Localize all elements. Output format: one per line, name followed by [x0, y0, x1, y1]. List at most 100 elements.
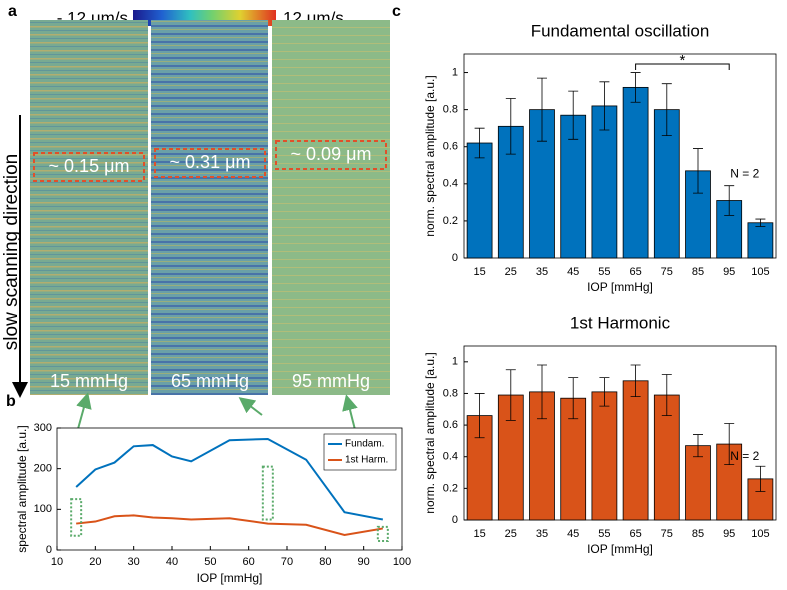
x-tick-label: 85: [692, 528, 704, 540]
x-tick-label: 65: [629, 266, 641, 278]
x-axis-label: IOP [mmHg]: [587, 280, 653, 294]
y-axis-label: spectral amplitude [a.u.]: [15, 425, 29, 552]
annotation: ~ 0.09 μm: [291, 144, 372, 164]
highlight-box: [376, 525, 389, 543]
bar: [466, 142, 493, 259]
error-bar: [661, 83, 672, 136]
image: [272, 20, 390, 395]
x-tick-label: 15: [473, 528, 485, 540]
y-axis-label: norm. spectral amplitude [a.u.]: [423, 352, 437, 513]
legend-label: 1st Harm.: [345, 455, 388, 466]
y-tick-label: 0.4: [443, 178, 458, 190]
image: [151, 20, 268, 395]
x-tick-label: 45: [567, 266, 579, 278]
highlight-box: [261, 465, 274, 521]
error-bar: [474, 127, 485, 159]
error-bar: [630, 364, 641, 398]
annotation: *: [679, 52, 685, 69]
x-tick-label: 35: [536, 266, 548, 278]
annotation-box: [154, 148, 266, 178]
x-axis-label: IOP [mmHg]: [197, 571, 263, 585]
x-tick-label: 95: [723, 528, 735, 540]
x-tick-label: 105: [751, 528, 769, 540]
bar: [591, 391, 618, 521]
x-tick-label: 95: [723, 266, 735, 278]
error-bar: [724, 423, 735, 466]
x-tick-label: 55: [598, 266, 610, 278]
x-axis-label: IOP [mmHg]: [587, 542, 653, 556]
y-tick-label: 0.8: [443, 387, 458, 399]
x-tick-label: 55: [598, 528, 610, 540]
series-line: [75, 437, 384, 521]
x-tick-label: 50: [204, 556, 216, 568]
x-tick-label: 75: [661, 528, 673, 540]
y-tick-label: 0: [452, 252, 458, 264]
bar: [622, 86, 649, 259]
chart-title: 1st Harmonic: [570, 313, 671, 332]
x-tick-label: 20: [89, 556, 101, 568]
image: [30, 20, 148, 395]
error-bar: [568, 90, 579, 140]
x-tick-label: 90: [358, 556, 370, 568]
annotation-box: [33, 152, 145, 182]
error-bar: [693, 434, 703, 458]
panel-label: b: [6, 393, 16, 410]
panel-label: c: [392, 3, 401, 20]
y-tick-label: 0.4: [443, 451, 458, 463]
x-tick-label: 75: [661, 266, 673, 278]
legend-label: Fundam.: [345, 439, 384, 450]
y-tick-label: 0.6: [443, 141, 458, 153]
error-bar: [474, 393, 485, 439]
error-bar: [693, 148, 703, 194]
x-tick-label: 25: [505, 528, 517, 540]
x-tick-label: 40: [166, 556, 178, 568]
x-tick-label: 30: [128, 556, 140, 568]
error-bar: [537, 77, 547, 142]
error-bar: [568, 377, 579, 420]
pressure-label: 15 mmHg: [50, 371, 128, 391]
y-tick-label: 0.2: [443, 215, 458, 227]
significance-bracket: [635, 63, 730, 70]
error-bar: [755, 218, 766, 227]
error-bar: [505, 369, 516, 421]
error-bar: [505, 98, 516, 155]
x-tick-label: 35: [536, 528, 548, 540]
error-bar: [724, 185, 735, 216]
x-tick-label: 105: [751, 266, 769, 278]
error-bar: [599, 81, 610, 131]
annotation: ~ 0.31 μm: [170, 152, 251, 172]
annotation-box: [275, 140, 387, 170]
legend-box: [323, 433, 397, 471]
y-tick-label: 200: [34, 463, 52, 475]
error-bar: [661, 374, 672, 416]
x-tick-label: 60: [243, 556, 255, 568]
chart-title: Fundamental oscillation: [531, 21, 710, 40]
error-bar: [599, 377, 610, 407]
x-tick-label: 65: [629, 528, 641, 540]
error-bar: [537, 364, 547, 420]
pressure-label: 95 mmHg: [292, 371, 370, 391]
series-line: [76, 514, 384, 536]
x-tick-label: 100: [393, 556, 411, 568]
annotation: ~ 0.15 μm: [49, 156, 130, 176]
x-tick-label: 15: [473, 266, 485, 278]
y-axis-label: norm. spectral amplitude [a.u.]: [423, 75, 437, 236]
y-tick-label: 1: [452, 356, 458, 368]
x-tick-label: 10: [51, 556, 63, 568]
y-tick-label: 0.8: [443, 104, 458, 116]
highlight-box: [70, 498, 83, 537]
x-tick-label: 45: [567, 528, 579, 540]
bar: [622, 380, 649, 521]
bar: [591, 105, 618, 259]
x-tick-label: 80: [319, 556, 331, 568]
x-tick-label: 85: [692, 266, 704, 278]
pressure-label: 65 mmHg: [171, 371, 249, 391]
annotation: N = 2: [730, 449, 759, 463]
annotation: N = 2: [730, 167, 759, 181]
scan-label: slow scanning direction: [1, 154, 22, 350]
x-tick-label: 70: [281, 556, 293, 568]
bar: [685, 445, 711, 521]
error-bar: [630, 72, 641, 103]
x-tick-label: 25: [505, 266, 517, 278]
